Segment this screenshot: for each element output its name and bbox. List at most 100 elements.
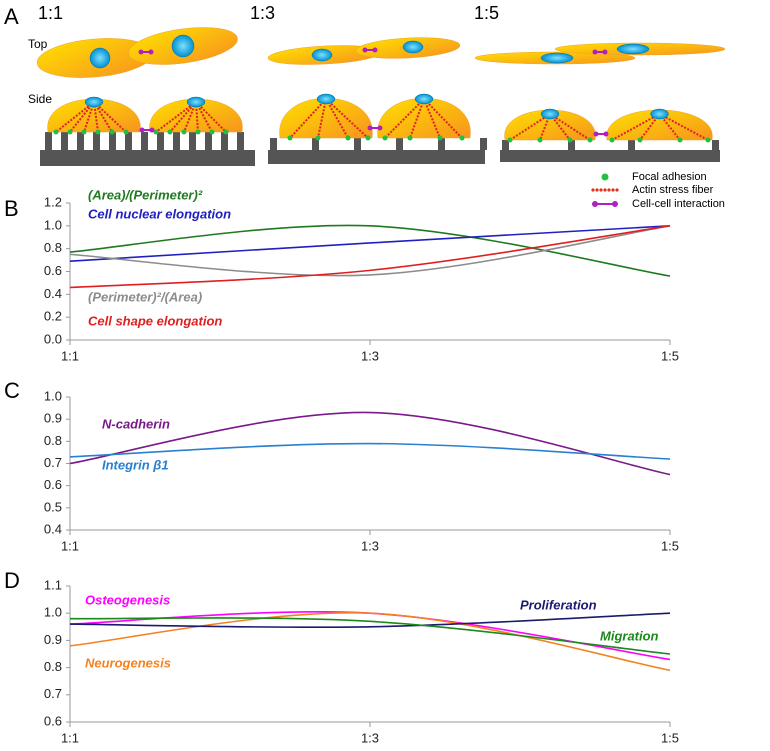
- pillar: [438, 138, 445, 150]
- legend-icon: [611, 188, 615, 192]
- y-tick-label: 0.7: [44, 686, 62, 701]
- pillar: [221, 132, 228, 150]
- focal-adhesion: [209, 129, 215, 135]
- x-tick-label: 1:1: [61, 348, 79, 363]
- focal-adhesion: [407, 135, 413, 141]
- legend-icon: [612, 201, 618, 207]
- legend-icon: [591, 188, 595, 192]
- series-line: [69, 225, 671, 263]
- series-line: [69, 442, 671, 460]
- pillar: [125, 132, 132, 150]
- legend-icon: [607, 188, 611, 192]
- focal-adhesion: [153, 129, 159, 135]
- x-tick-label: 1:3: [361, 348, 379, 363]
- legend-icon: [603, 188, 607, 192]
- pillar: [312, 138, 319, 150]
- pillar: [396, 138, 403, 150]
- y-tick-label: 1.1: [44, 577, 62, 592]
- y-tick-label: 0.8: [44, 433, 62, 448]
- pillar: [568, 140, 575, 150]
- pillar: [109, 132, 116, 150]
- cell-contact: [148, 49, 154, 55]
- series-label: Proliferation: [520, 597, 597, 612]
- pillar: [354, 138, 361, 150]
- nucleus: [540, 52, 574, 64]
- series-line: [69, 225, 671, 277]
- legend-label: Focal adhesion: [632, 171, 707, 183]
- focal-adhesion: [287, 135, 293, 141]
- stress-fiber: [195, 101, 213, 133]
- cell-contact: [367, 125, 373, 131]
- stress-fiber: [325, 98, 349, 139]
- focal-adhesion: [181, 129, 187, 135]
- series-line: [69, 617, 671, 655]
- y-tick-label: 1.0: [44, 217, 62, 232]
- focal-adhesion: [81, 129, 87, 135]
- focal-adhesion: [53, 129, 59, 135]
- series-label: Neurogenesis: [85, 655, 171, 670]
- pillar: [93, 132, 100, 150]
- y-tick-label: 0.6: [44, 263, 62, 278]
- x-tick-label: 1:3: [361, 730, 379, 745]
- y-tick-label: 1.0: [44, 388, 62, 403]
- stress-fiber: [93, 101, 113, 133]
- x-tick-label: 1:3: [361, 538, 379, 553]
- focal-adhesion: [95, 129, 101, 135]
- nucleus: [540, 108, 560, 120]
- view-label: Top: [28, 37, 48, 51]
- pillar: [189, 132, 196, 150]
- focal-adhesion: [609, 137, 615, 143]
- pillar: [205, 132, 212, 150]
- series-label: Cell nuclear elongation: [88, 206, 231, 221]
- legend-icon: [592, 201, 598, 207]
- stress-fiber: [169, 101, 197, 133]
- y-tick-label: 0.0: [44, 331, 62, 346]
- view-label: Side: [28, 92, 52, 106]
- focal-adhesion: [167, 129, 173, 135]
- nucleus: [414, 93, 434, 105]
- series-label: (Area)/(Perimeter)²: [88, 187, 203, 202]
- y-tick-label: 0.9: [44, 411, 62, 426]
- focal-adhesion: [437, 135, 443, 141]
- series-label: Integrin β1: [102, 457, 169, 472]
- cell-contact: [593, 131, 599, 137]
- legend-icon: [595, 188, 599, 192]
- focal-adhesion: [567, 137, 573, 143]
- legend-label: Actin stress fiber: [632, 184, 714, 196]
- nucleus: [650, 108, 669, 120]
- series-label: Migration: [600, 628, 659, 643]
- cell-contact: [149, 127, 155, 133]
- y-tick-label: 0.4: [44, 521, 62, 536]
- focal-adhesion: [67, 129, 73, 135]
- focal-adhesion: [537, 137, 543, 143]
- x-tick-label: 1:1: [61, 538, 79, 553]
- stress-fiber: [423, 98, 441, 139]
- pillar: [141, 132, 148, 150]
- pillar: [237, 132, 244, 150]
- series-label: N-cadherin: [102, 416, 170, 431]
- focal-adhesion: [223, 129, 229, 135]
- y-tick-label: 0.7: [44, 455, 62, 470]
- stress-fiber: [659, 113, 709, 141]
- focal-adhesion: [315, 135, 321, 141]
- cell-contact: [362, 47, 368, 53]
- cell-contact: [377, 125, 383, 131]
- cell-contact: [602, 49, 608, 55]
- nucleus: [186, 96, 206, 108]
- panel-label: B: [4, 196, 19, 221]
- pillar: [173, 132, 180, 150]
- stress-fiber: [93, 101, 127, 133]
- series-label: (Perimeter)²/(Area): [88, 289, 202, 304]
- pillar: [480, 138, 487, 150]
- legend-label: Cell-cell interaction: [632, 198, 725, 210]
- x-tick-label: 1:1: [61, 730, 79, 745]
- pillar: [45, 132, 52, 150]
- cell-contact: [138, 49, 144, 55]
- cell-contact: [592, 49, 598, 55]
- y-tick-label: 1.2: [44, 194, 62, 209]
- series-line: [69, 612, 671, 629]
- focal-adhesion: [459, 135, 465, 141]
- stress-fiber: [384, 98, 425, 139]
- stress-fiber: [69, 101, 95, 133]
